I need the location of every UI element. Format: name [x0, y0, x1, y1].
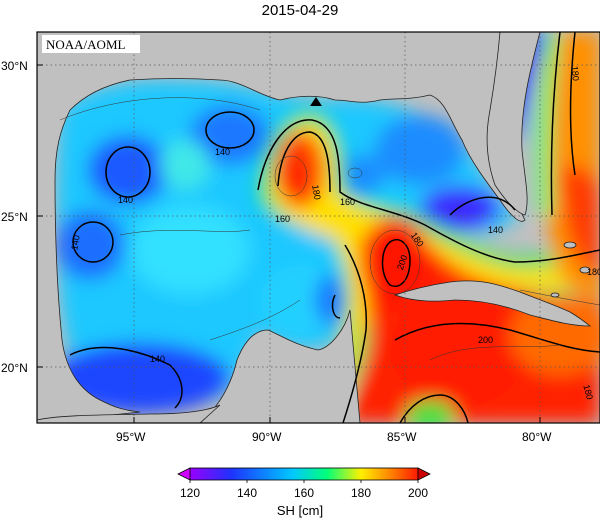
colorbar-tick: 120	[180, 486, 200, 500]
contour-label: 140	[215, 147, 230, 157]
colorbar-tick: 160	[294, 486, 314, 500]
contour-label: 160	[275, 214, 290, 224]
sea-height-field	[50, 32, 600, 423]
longitude-labels: 95°W 90°W 85°W 80°W	[116, 430, 552, 444]
contour-label: 200	[478, 335, 493, 345]
contour-label: 140	[488, 225, 503, 235]
contour-label: 180	[587, 267, 600, 277]
lat-label: 25°N	[1, 210, 28, 224]
land-masses	[37, 32, 592, 423]
lon-label: 95°W	[116, 430, 146, 444]
contour-lines	[69, 32, 600, 423]
colorbar-max-arrow	[417, 467, 431, 481]
contour-label: 180	[581, 384, 595, 401]
colorbar-tick: 180	[351, 486, 371, 500]
map-title: 2015-04-29	[261, 2, 339, 19]
lon-label: 85°W	[387, 430, 417, 444]
colorbar-tick: 140	[237, 486, 257, 500]
credit-box	[42, 35, 140, 53]
colorbar-gradient	[189, 467, 419, 481]
colorbar-min-arrow	[177, 467, 191, 481]
lon-label: 80°W	[522, 430, 552, 444]
contour-label: 180	[310, 184, 322, 201]
station-marker-icon	[310, 97, 322, 106]
colorbar-tick: 200	[408, 486, 428, 500]
lon-label: 90°W	[252, 430, 282, 444]
contour-label: 180	[570, 65, 581, 81]
graticule	[37, 32, 600, 423]
thin-contours	[59, 97, 600, 361]
contour-label: 200	[395, 254, 410, 272]
contour-label: 140	[69, 234, 81, 251]
contour-labels: 140 140 140 140 160 160 180 180 180 200 …	[69, 65, 600, 400]
map-frame	[36, 31, 600, 424]
contour-label: 140	[150, 354, 165, 364]
credit-label: NOAA/AOML	[46, 37, 126, 52]
lat-label: 30°N	[1, 59, 28, 73]
contour-label: 140	[118, 195, 133, 205]
contour-label: 160	[340, 197, 355, 207]
lat-label: 20°N	[1, 361, 28, 375]
latitude-labels: 30°N 25°N 20°N	[1, 59, 28, 375]
axis-ticks	[37, 64, 541, 423]
colorbar-label: SH [cm]	[276, 503, 324, 518]
colorbar: 120 140 160 180 200	[177, 467, 431, 500]
